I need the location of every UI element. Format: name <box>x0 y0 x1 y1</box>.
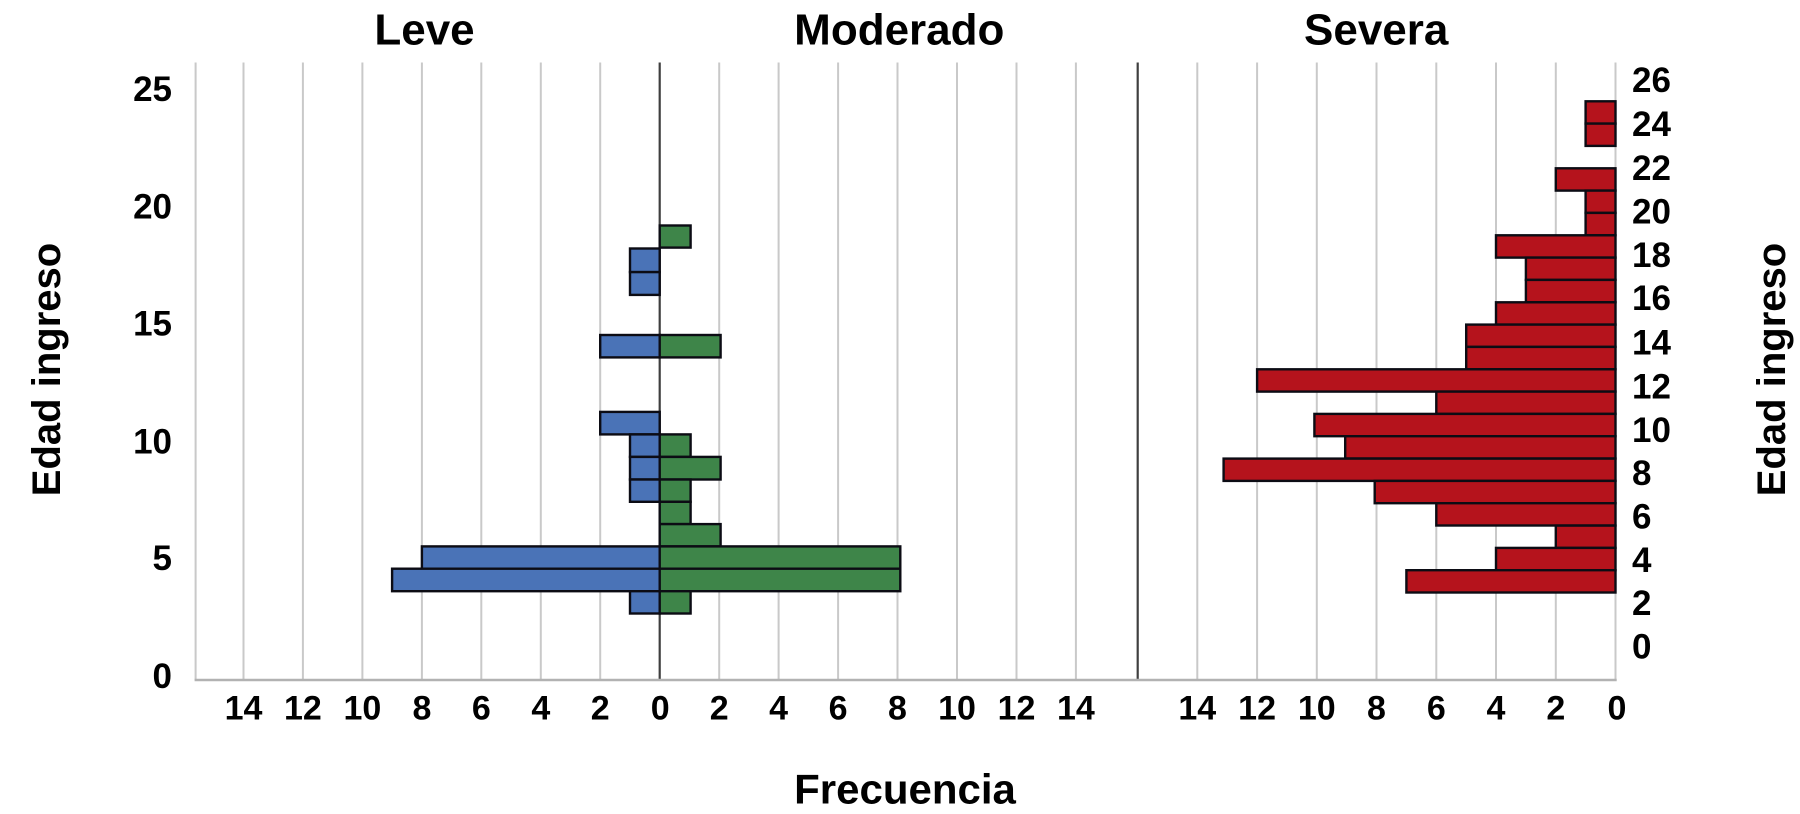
svg-text:10: 10 <box>343 690 381 728</box>
svg-text:2: 2 <box>1632 584 1651 623</box>
svg-text:2: 2 <box>710 690 729 728</box>
svg-text:8: 8 <box>1367 690 1386 728</box>
svg-text:8: 8 <box>888 690 907 728</box>
svg-text:12: 12 <box>1632 368 1671 407</box>
svg-text:5: 5 <box>153 539 172 578</box>
svg-text:24: 24 <box>1632 105 1671 144</box>
svg-text:14: 14 <box>1632 323 1671 362</box>
svg-text:6: 6 <box>829 690 848 728</box>
svg-text:Severa: Severa <box>1304 6 1449 55</box>
svg-text:0: 0 <box>651 690 670 728</box>
svg-text:0: 0 <box>1632 628 1651 667</box>
svg-text:2: 2 <box>591 690 610 728</box>
svg-text:12: 12 <box>1238 690 1276 728</box>
svg-text:15: 15 <box>133 305 172 344</box>
svg-text:10: 10 <box>133 422 172 461</box>
svg-text:Edad ingreso: Edad ingreso <box>25 243 69 496</box>
svg-text:8: 8 <box>1632 454 1651 493</box>
svg-text:0: 0 <box>1608 690 1627 728</box>
svg-text:20: 20 <box>133 188 172 227</box>
svg-text:4: 4 <box>531 690 550 728</box>
svg-text:20: 20 <box>1632 193 1671 232</box>
svg-text:8: 8 <box>412 690 431 728</box>
svg-text:12: 12 <box>284 690 322 728</box>
svg-text:18: 18 <box>1632 236 1671 275</box>
svg-text:25: 25 <box>133 70 172 109</box>
svg-text:4: 4 <box>1632 541 1652 580</box>
svg-text:22: 22 <box>1632 149 1671 188</box>
svg-text:12: 12 <box>998 690 1036 728</box>
svg-text:14: 14 <box>225 690 263 728</box>
svg-text:4: 4 <box>1487 690 1506 728</box>
svg-text:14: 14 <box>1057 690 1095 728</box>
svg-text:6: 6 <box>1632 498 1651 537</box>
svg-text:10: 10 <box>1298 690 1336 728</box>
svg-text:6: 6 <box>472 690 491 728</box>
svg-text:Edad ingreso: Edad ingreso <box>1750 243 1794 496</box>
svg-text:Leve: Leve <box>374 6 474 55</box>
svg-text:26: 26 <box>1632 61 1671 100</box>
svg-text:Moderado: Moderado <box>794 6 1004 55</box>
svg-text:6: 6 <box>1427 690 1446 728</box>
svg-text:16: 16 <box>1632 279 1671 318</box>
svg-text:Frecuencia: Frecuencia <box>794 766 1016 813</box>
svg-text:2: 2 <box>1546 690 1565 728</box>
svg-text:10: 10 <box>1632 411 1671 450</box>
svg-text:0: 0 <box>153 657 172 696</box>
svg-text:4: 4 <box>769 690 788 728</box>
svg-text:14: 14 <box>1178 690 1216 728</box>
svg-text:10: 10 <box>938 690 976 728</box>
